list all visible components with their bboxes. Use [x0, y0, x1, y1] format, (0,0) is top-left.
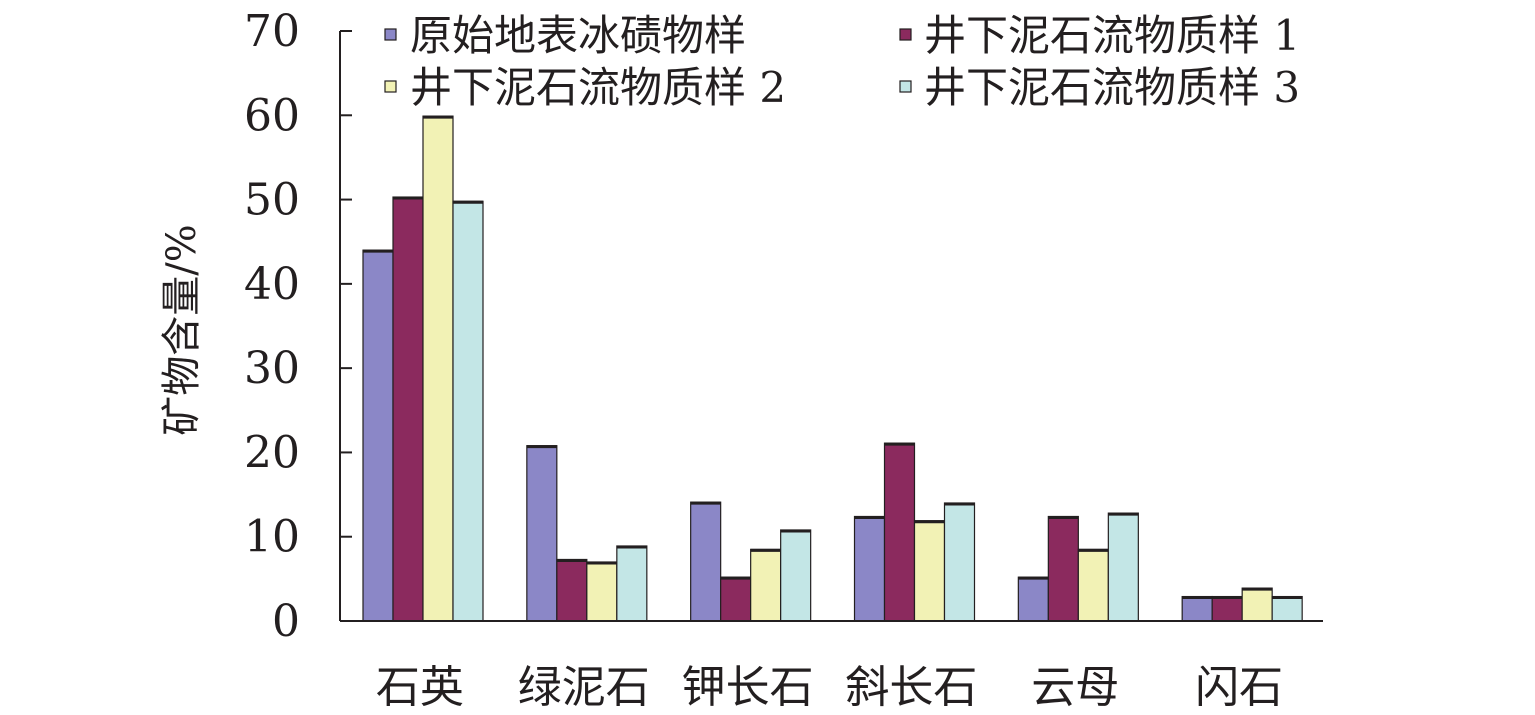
- bar-6-series-3: [1241, 587, 1273, 622]
- x-category-label: 云母: [1031, 662, 1119, 711]
- bar-2-series-3: [586, 561, 618, 622]
- bar-6-series-4: [1271, 595, 1303, 622]
- y-tick-label: 20: [244, 427, 300, 478]
- x-category-label: 石英: [376, 662, 464, 711]
- legend-label-1: 原始地表冰碛物样: [410, 11, 746, 60]
- legend-swatch-2: [899, 28, 912, 41]
- bar-4-series-4: [943, 502, 976, 622]
- bar-3-series-4: [780, 529, 812, 622]
- axes-group: [339, 31, 1323, 622]
- bar-2-series-4: [616, 545, 648, 622]
- bar-5-series-3: [1077, 548, 1109, 622]
- y-tick-label: 50: [244, 175, 300, 226]
- legend-swatch-3: [384, 80, 397, 93]
- legend: 原始地表冰碛物样 井下泥石流物质样 1 井下泥石流物质样 2 井下泥石流物质样 3: [384, 11, 1300, 112]
- bar-1-series-1: [362, 249, 394, 622]
- bar-6-series-2: [1211, 595, 1243, 622]
- bar-4-series-2: [883, 442, 916, 622]
- bar-3-series-3: [750, 548, 782, 622]
- legend-label-2: 井下泥石流物质样 1: [924, 11, 1300, 60]
- legend-label-3: 井下泥石流物质样 2: [410, 63, 786, 112]
- y-tick-label: 60: [244, 90, 300, 141]
- x-category-label: 钾长石: [682, 662, 814, 711]
- y-tick-label: 10: [244, 512, 300, 563]
- bar-1-series-2: [392, 196, 424, 622]
- y-ticks-group: 0 10 20 30 40 50 60 70: [244, 6, 352, 647]
- y-tick-label: 40: [244, 259, 300, 310]
- bar-3-series-2: [720, 576, 752, 622]
- bar-2-series-2: [556, 558, 588, 622]
- legend-swatch-1: [384, 28, 397, 41]
- bar-4-series-1: [853, 515, 886, 622]
- bar-6-series-1: [1181, 595, 1213, 622]
- legend-swatch-4: [899, 80, 912, 93]
- y-tick-label: 0: [272, 596, 300, 647]
- bar-1-series-4: [452, 200, 484, 622]
- x-category-labels: 石英 绿泥石 钾长石 斜长石 云母 闪石: [376, 662, 1283, 713]
- y-tick-label: 70: [244, 6, 300, 57]
- x-category-label: 闪石: [1195, 662, 1283, 711]
- y-tick-label: 30: [244, 343, 300, 394]
- x-category-label: 斜长石: [845, 662, 977, 711]
- bar-5-series-1: [1017, 576, 1049, 622]
- bar-5-series-2: [1047, 515, 1079, 622]
- bar-4-series-3: [913, 520, 946, 622]
- legend-label-4: 井下泥石流物质样 3: [924, 63, 1300, 112]
- bar-3-series-1: [690, 501, 722, 622]
- bar-1-series-3: [422, 115, 454, 622]
- bar-5-series-4: [1107, 512, 1139, 622]
- x-category-label: 绿泥石: [518, 662, 650, 711]
- bar-2-series-1: [526, 445, 558, 622]
- bars-group: [362, 115, 1303, 622]
- y-axis-label: 矿物含量/%: [159, 224, 205, 435]
